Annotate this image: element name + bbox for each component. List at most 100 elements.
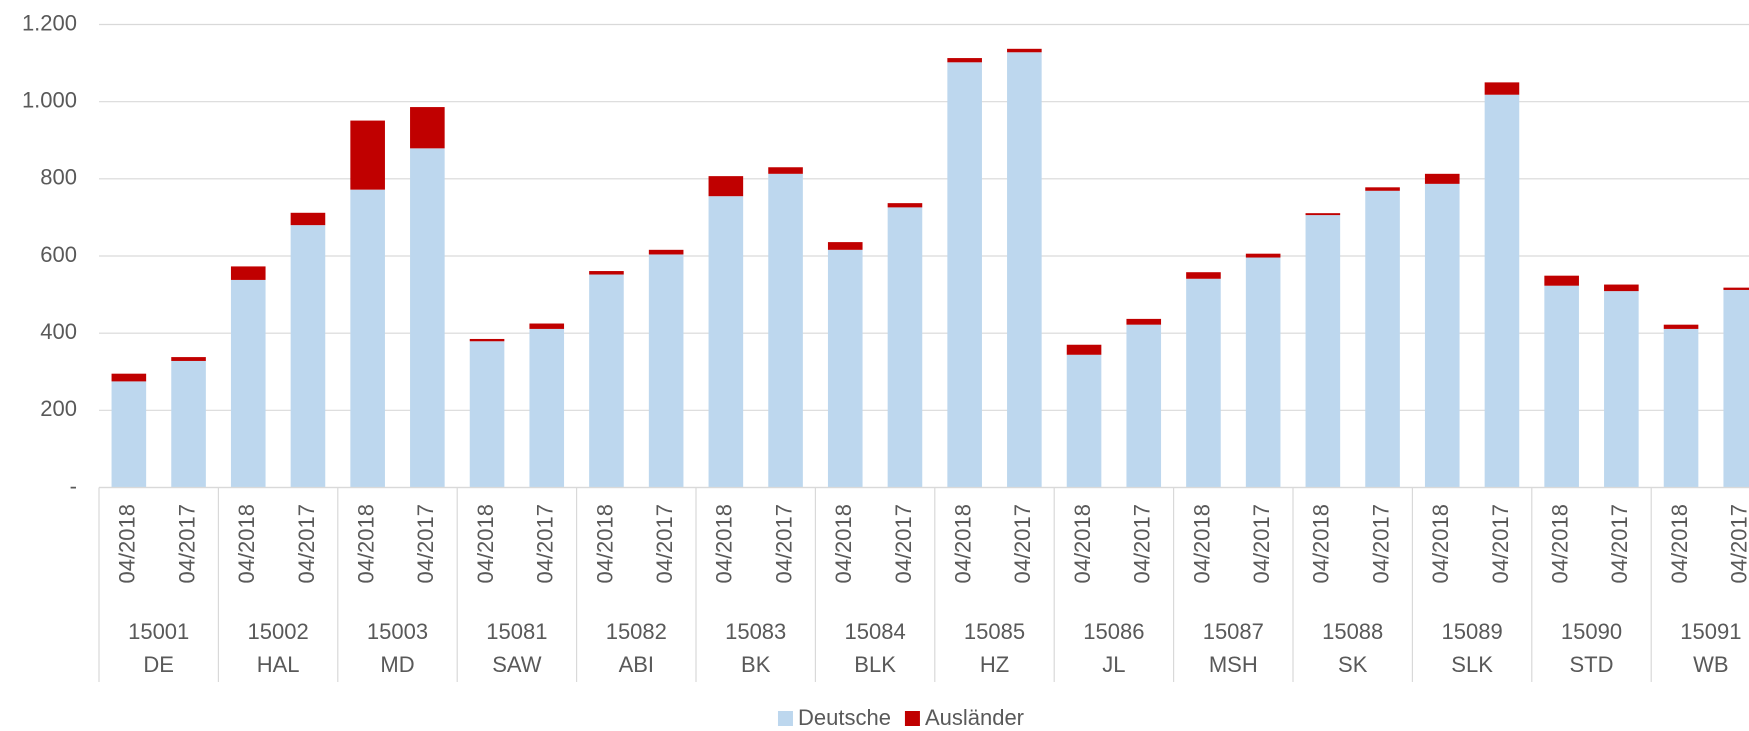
group-code: 15084 [845, 619, 906, 644]
group-code: 15087 [1203, 619, 1264, 644]
x-tick-label: 04/2017 [1488, 504, 1513, 584]
bar-segment [111, 373, 147, 382]
group-name: STD [1570, 652, 1614, 677]
bar-segment [1066, 344, 1102, 355]
x-tick-label: 04/2017 [891, 504, 916, 584]
bar-segment [1066, 354, 1102, 488]
x-tick-label: 04/2018 [1189, 504, 1214, 584]
bar-segment [589, 271, 624, 275]
bar-segment [1245, 257, 1281, 488]
bar-segment [1126, 318, 1162, 325]
group-name: BK [741, 652, 771, 677]
bar-segment [1007, 48, 1042, 53]
bar-segment [827, 249, 863, 488]
x-tick-label: 04/2018 [1428, 504, 1453, 584]
x-tick-label: 04/2018 [1070, 504, 1095, 584]
bar-segment [887, 203, 923, 208]
bar-segment [410, 148, 445, 488]
bar-segment [887, 207, 923, 488]
y-tick-label: 600 [40, 242, 77, 267]
x-tick-label: 04/2018 [1667, 504, 1692, 584]
x-tick-label: 04/2017 [533, 504, 558, 584]
x-tick-label: 04/2018 [1547, 504, 1572, 584]
bar-segment [290, 225, 326, 488]
bar-segment [1365, 187, 1400, 191]
legend-label: Deutsche [798, 705, 891, 730]
x-tick-label: 04/2017 [1607, 504, 1632, 584]
bar-segment [1723, 289, 1749, 488]
group-name: SAW [492, 652, 542, 677]
bar-segment [230, 279, 266, 488]
bar-segment [1544, 275, 1579, 286]
bar-segment [529, 323, 565, 329]
x-tick-label: 04/2018 [1309, 504, 1334, 584]
legend-swatch [777, 711, 793, 726]
bar-segment [1663, 328, 1699, 488]
bar-segment [1663, 324, 1699, 329]
group-code: 15090 [1561, 619, 1622, 644]
group-name: MD [380, 652, 414, 677]
bar-segment [1484, 82, 1520, 95]
group-name: SLK [1451, 652, 1493, 677]
group-name: MSH [1209, 652, 1258, 677]
group-code: 15091 [1680, 619, 1741, 644]
group-code: 15088 [1322, 619, 1383, 644]
group-name: WB [1693, 652, 1728, 677]
bar-segment [171, 360, 206, 488]
bar-segment [1186, 272, 1221, 279]
x-tick-label: 04/2018 [950, 504, 975, 584]
x-tick-label: 04/2018 [473, 504, 498, 584]
group-code: 15081 [486, 619, 547, 644]
x-tick-label: 04/2017 [1010, 504, 1035, 584]
group-code: 15002 [248, 619, 309, 644]
bar-segment [350, 189, 385, 488]
bar-segment [350, 120, 385, 190]
bar-segment [648, 254, 684, 488]
x-tick-label: 04/2017 [1130, 504, 1155, 584]
group-name: ABI [619, 652, 654, 677]
group-code: 15085 [964, 619, 1025, 644]
bar-segment [589, 274, 624, 488]
x-tick-label: 04/2017 [174, 504, 199, 584]
bar-segment [1484, 94, 1520, 488]
bar-segment [827, 242, 863, 250]
x-tick-label: 04/2018 [234, 504, 259, 584]
group-name: DE [143, 652, 174, 677]
x-tick-label: 04/2017 [1249, 504, 1274, 584]
bar-segment [768, 167, 803, 174]
y-tick-label: 400 [40, 319, 77, 344]
x-tick-label: 04/2017 [413, 504, 438, 584]
bar-segment [1007, 52, 1042, 488]
bar-segment [1305, 213, 1341, 216]
group-name: JL [1102, 652, 1125, 677]
bar-segment [290, 212, 326, 226]
bar-segment [469, 341, 505, 488]
group-name: HZ [980, 652, 1009, 677]
bar-segment [1186, 278, 1221, 488]
group-code: 15083 [725, 619, 786, 644]
bar-segment [1604, 291, 1639, 488]
bar-segment [1544, 285, 1579, 488]
group-code: 15082 [606, 619, 667, 644]
y-tick-label: 1.200 [22, 10, 77, 35]
bar-segment [708, 176, 744, 197]
x-tick-label: 04/2018 [353, 504, 378, 584]
bar-segment [1723, 287, 1749, 290]
x-tick-label: 04/2017 [771, 504, 796, 584]
bar-segment [1245, 253, 1281, 258]
bar-segment [230, 266, 266, 280]
x-tick-label: 04/2018 [831, 504, 856, 584]
x-tick-label: 04/2017 [294, 504, 319, 584]
x-tick-label: 04/2018 [712, 504, 737, 584]
group-code: 15089 [1442, 619, 1503, 644]
x-tick-label: 04/2018 [115, 504, 140, 584]
group-name: SK [1338, 652, 1368, 677]
group-code: 15001 [128, 619, 189, 644]
group-code: 15086 [1083, 619, 1144, 644]
x-tick-label: 04/2017 [1727, 504, 1749, 584]
bar-segment [1604, 284, 1639, 292]
bar-segment [1424, 183, 1460, 488]
y-tick-label: 200 [40, 396, 77, 421]
x-tick-label: 04/2017 [1368, 504, 1393, 584]
